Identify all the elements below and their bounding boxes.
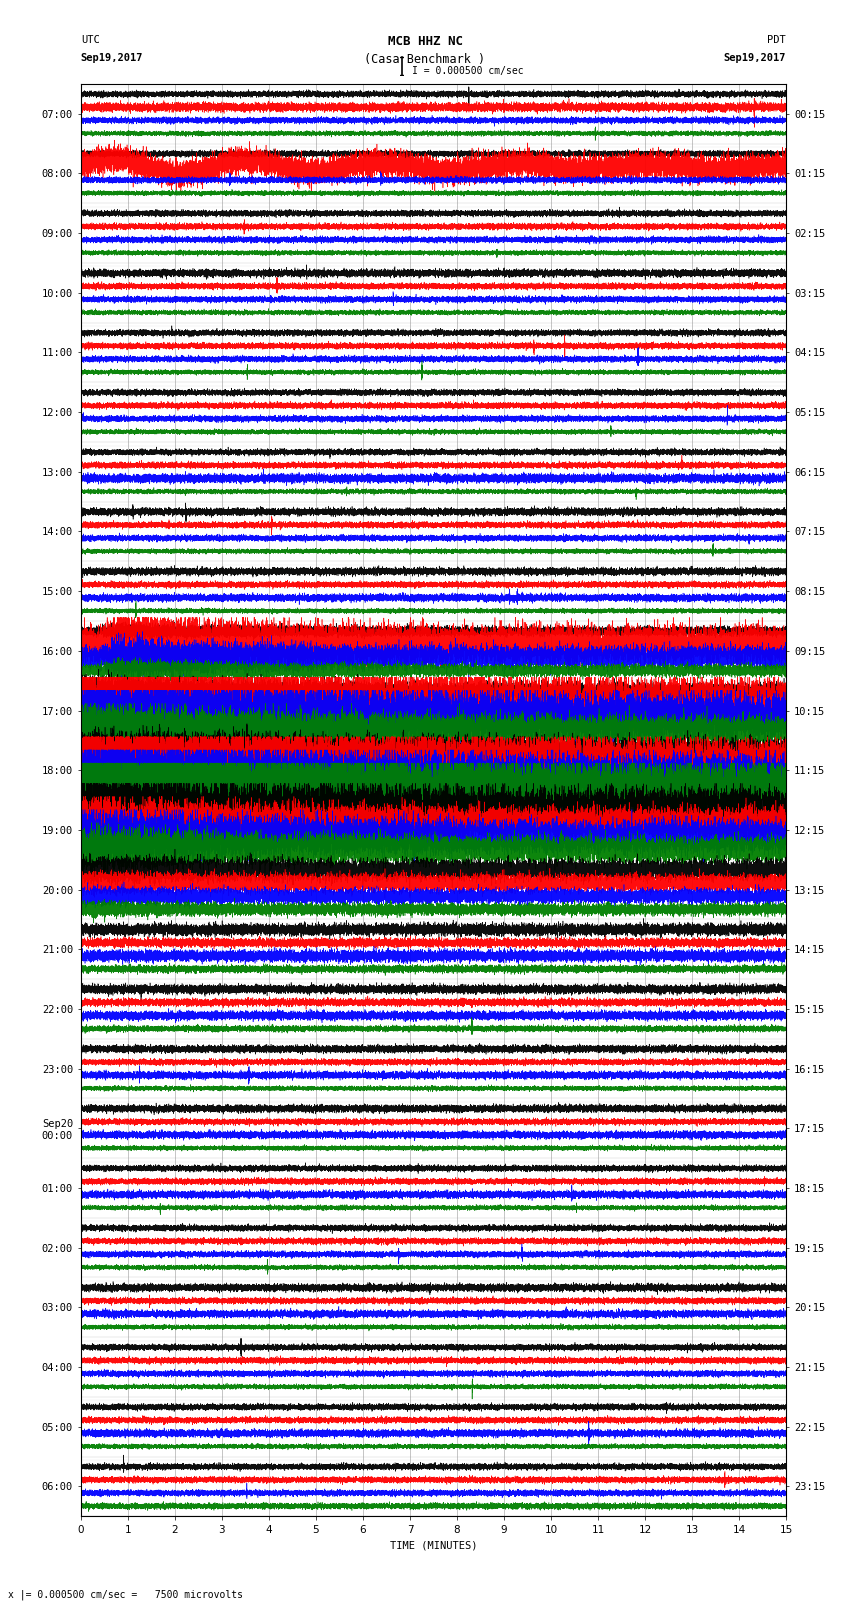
Text: MCB HHZ NC: MCB HHZ NC [388, 35, 462, 48]
Text: x |= 0.000500 cm/sec =   7500 microvolts: x |= 0.000500 cm/sec = 7500 microvolts [8, 1589, 243, 1600]
Text: I = 0.000500 cm/sec: I = 0.000500 cm/sec [412, 66, 524, 76]
Text: Sep19,2017: Sep19,2017 [723, 53, 786, 63]
Text: Sep19,2017: Sep19,2017 [81, 53, 144, 63]
Text: (Casa Benchmark ): (Casa Benchmark ) [365, 53, 485, 66]
Text: PDT: PDT [768, 35, 786, 45]
Text: UTC: UTC [81, 35, 99, 45]
X-axis label: TIME (MINUTES): TIME (MINUTES) [390, 1540, 477, 1550]
